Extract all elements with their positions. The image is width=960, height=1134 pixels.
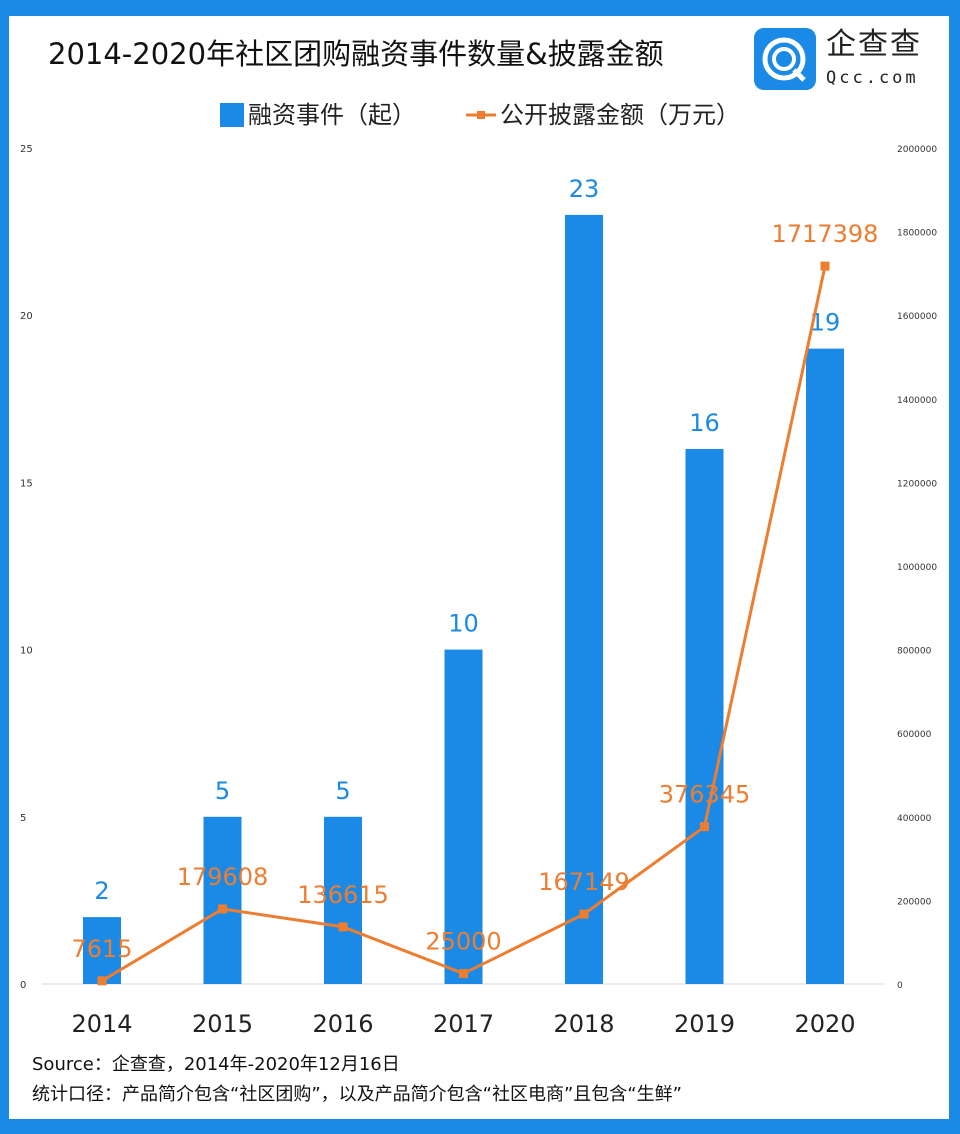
legend-label: 融资事件（起） [248, 101, 416, 129]
legend-line-swatch [466, 111, 496, 119]
bar-data-label: 23 [569, 175, 600, 203]
right-tick-label: 0 [897, 981, 903, 991]
right-tick-label: 800000 [897, 647, 932, 657]
x-tick-label: 2017 [433, 1010, 494, 1038]
line-marker [579, 909, 589, 919]
right-tick-label: 1800000 [897, 229, 937, 239]
left-tick-label: 10 [20, 646, 33, 657]
bar [565, 214, 603, 984]
line-data-label: 7615 [71, 935, 132, 963]
right-tick-label: 400000 [897, 814, 932, 824]
legend-label: 公开披露金额（万元） [500, 101, 740, 129]
bar-data-label: 10 [448, 610, 479, 638]
line-data-label: 25000 [425, 928, 501, 956]
legend-item-bar: 融资事件（起） [220, 100, 416, 130]
bar [685, 448, 724, 985]
line-marker [820, 261, 830, 271]
chart-title: 2014-2020年社区团购融资事件数量&披露金额 [48, 37, 664, 71]
bar-data-label: 16 [689, 409, 720, 437]
x-tick-label: 2014 [71, 1010, 132, 1038]
right-tick-label: 2000000 [897, 145, 937, 155]
line-marker [338, 922, 348, 932]
legend-bar-swatch [220, 103, 244, 127]
line-data-label: 136615 [297, 881, 389, 909]
footer-source: Source：企查查，2014年-2020年12月16日 [32, 1054, 400, 1075]
right-tick-label: 200000 [897, 897, 932, 907]
qcc-logo-icon [754, 28, 816, 90]
right-tick-label: 1200000 [897, 479, 937, 489]
right-tick-label: 600000 [897, 730, 932, 740]
line-marker [459, 969, 468, 979]
line-data-label: 167149 [538, 868, 630, 896]
bar [444, 649, 483, 984]
legend-item-line: 公开披露金额（万元） [466, 100, 740, 130]
logo-text-cn: 企查查 [826, 27, 922, 62]
left-tick-label: 15 [20, 478, 33, 489]
footer-note: 统计口径：产品简介包含“社区团购”，以及产品简介包含“社区电商”且包含“生鲜” [32, 1084, 682, 1105]
x-tick-label: 2018 [553, 1010, 614, 1038]
line-marker [218, 904, 227, 914]
line-data-label: 179608 [177, 863, 269, 891]
right-tick-label: 1600000 [897, 312, 937, 322]
x-tick-label: 2015 [192, 1010, 253, 1038]
line-marker [700, 822, 709, 832]
line-data-label: 1717398 [772, 220, 879, 248]
bar-data-label: 2 [94, 877, 109, 905]
bar-data-label: 5 [215, 777, 230, 805]
right-tick-label: 1000000 [897, 563, 937, 573]
bar-data-label: 5 [335, 777, 350, 805]
left-tick-label: 20 [20, 311, 33, 322]
bar [203, 816, 242, 984]
line-marker [97, 976, 107, 986]
legend: 融资事件（起） 公开披露金额（万元） [0, 100, 960, 130]
right-tick-label: 1400000 [897, 396, 937, 406]
left-tick-label: 5 [20, 813, 26, 824]
x-tick-label: 2020 [794, 1010, 855, 1038]
x-tick-label: 2016 [312, 1010, 373, 1038]
line-data-label: 376345 [659, 781, 751, 809]
left-tick-label: 0 [20, 980, 26, 991]
logo-text-en: Qcc.com [826, 68, 919, 88]
bar [324, 816, 362, 984]
x-tick-label: 2019 [674, 1010, 735, 1038]
bar [806, 348, 844, 984]
left-tick-label: 25 [20, 144, 33, 155]
